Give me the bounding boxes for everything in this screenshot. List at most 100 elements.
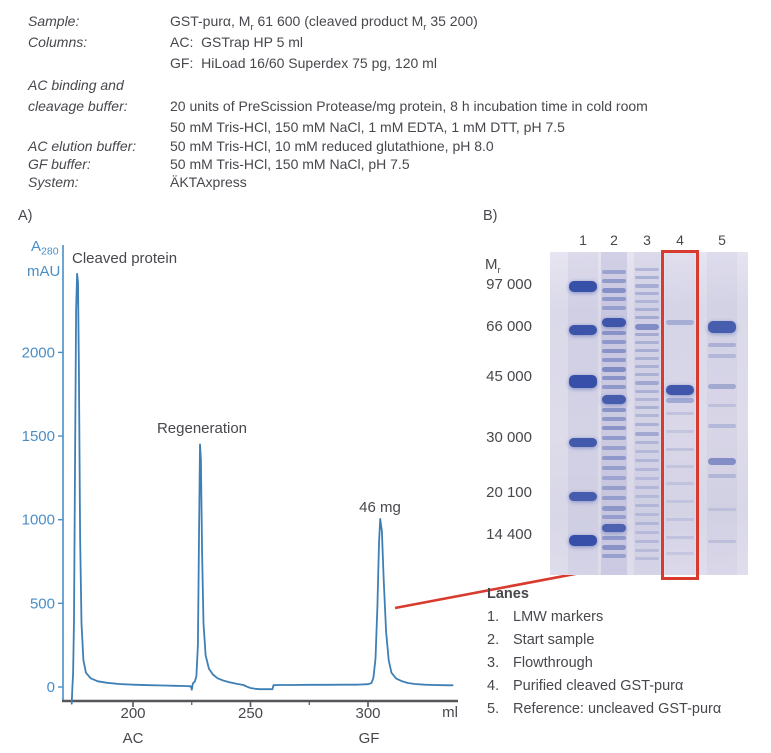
gel-band — [708, 343, 736, 347]
gel-band — [666, 430, 694, 433]
gel-band — [602, 524, 626, 532]
gel-band — [602, 456, 626, 460]
gel-band — [635, 284, 659, 288]
gel-band — [569, 281, 597, 292]
legend-item-text: Flowthrough — [513, 655, 593, 671]
gel-band — [635, 276, 659, 279]
legend-item-number: 5. — [487, 701, 500, 717]
legend-item: 3. Flowthrough — [487, 652, 767, 675]
mr-marker-label: 30 000 — [486, 429, 532, 446]
mr-marker-label: 97 000 — [486, 276, 532, 293]
gel-band — [602, 408, 626, 412]
mr-title-sub: r — [497, 265, 501, 276]
gel-band — [635, 477, 659, 480]
field-value: 50 mM Tris-HCl, 150 mM NaCl, pH 7.5 — [170, 156, 410, 172]
chromatogram-curve — [70, 272, 454, 705]
gel-band — [635, 504, 659, 507]
gel-lane-number-5: 5 — [718, 232, 726, 248]
gel-band — [666, 465, 694, 468]
legend-title: Lanes — [487, 586, 529, 602]
gel-band — [602, 279, 626, 283]
gel-band — [708, 424, 736, 428]
gel-band — [602, 536, 626, 540]
gel-band — [602, 331, 626, 335]
gel-band — [708, 384, 736, 389]
y-axis-unit-label: mAU — [27, 263, 60, 280]
gel-band — [635, 486, 659, 489]
field-label: Sample: — [28, 13, 80, 29]
y-axis-label-a280: A280 — [31, 238, 59, 258]
gel-band — [635, 308, 659, 311]
gel-band — [635, 540, 659, 543]
chromatogram-curve-group — [70, 272, 454, 705]
legend-item-number: 4. — [487, 678, 500, 694]
field-value: 50 mM Tris-HCl, 10 mM reduced glutathion… — [170, 138, 494, 154]
gel-lane-3 — [634, 252, 660, 575]
gel-band — [635, 495, 659, 498]
gel-band — [635, 459, 659, 462]
gel-band — [708, 354, 736, 358]
mr-title-main: M — [485, 256, 498, 273]
y-axis-tick-label: 500 — [30, 595, 55, 612]
gel-band — [602, 340, 626, 344]
gel-band — [602, 466, 626, 470]
gel-band — [602, 297, 626, 301]
gel-band — [602, 376, 626, 380]
gel-band — [666, 398, 694, 403]
mr-column-title: Mr — [485, 256, 501, 276]
gel-lane-5 — [707, 252, 737, 575]
mr-marker-label: 20 100 — [486, 484, 532, 501]
field-label: Columns: — [28, 34, 88, 50]
y-axis-label-main: A — [31, 238, 41, 255]
legend-item-text: Reference: uncleaved GST-purα — [513, 701, 722, 717]
gel-band — [635, 373, 659, 376]
legend-item-text: Start sample — [513, 632, 595, 648]
y-axis-tick-label: 0 — [47, 679, 55, 696]
gel-band — [602, 385, 626, 389]
info-row-system: System: ÄKTAxpress — [0, 173, 771, 192]
gel-band — [635, 406, 659, 409]
gel-band — [602, 358, 626, 362]
phase-label-gf: GF — [359, 730, 380, 747]
gel-band — [602, 554, 626, 558]
mr-marker-label: 66 000 — [486, 318, 532, 335]
gel-band — [708, 540, 736, 543]
legend-item-number: 1. — [487, 609, 500, 625]
field-label: AC elution buffer: — [28, 138, 137, 154]
gel-band — [635, 341, 659, 344]
gel-band — [635, 441, 659, 444]
field-value: 50 mM Tris-HCl, 150 mM NaCl, 1 mM EDTA, … — [170, 119, 565, 135]
legend-item: 5. Reference: uncleaved GST-purα — [487, 698, 767, 721]
gel-band — [602, 395, 626, 404]
gel-band — [635, 268, 659, 271]
gel-band — [602, 288, 626, 293]
gel-band — [635, 300, 659, 303]
gel-band — [666, 518, 694, 521]
gel-band — [602, 446, 626, 450]
peak-annotation-regeneration: Regeneration — [157, 420, 247, 437]
gel-band — [602, 486, 626, 490]
gel-band — [708, 474, 736, 478]
gel-lane-2 — [601, 252, 627, 575]
gel-band — [602, 545, 626, 550]
y-axis-tick-label: 1000 — [22, 512, 55, 529]
gel-band — [602, 436, 626, 440]
axis-ticks: 200 250 300 0 500 1000 1500 2000 — [22, 344, 381, 722]
gel-band — [635, 450, 659, 453]
legend-item: 1. LMW markers — [487, 606, 767, 629]
legend-item-text: Purified cleaved GST-purα — [513, 678, 684, 694]
gel-band — [635, 522, 659, 525]
gel-band — [666, 385, 694, 395]
gel-band — [635, 357, 659, 360]
gel-band — [666, 500, 694, 503]
gel-band — [635, 390, 659, 393]
gel-band — [635, 531, 659, 534]
gel-band — [635, 414, 659, 417]
y-axis-tick-label: 2000 — [22, 344, 55, 361]
gel-band — [708, 404, 736, 407]
y-axis-tick-label: 1500 — [22, 428, 55, 445]
mr-marker-label: 14 400 — [486, 526, 532, 543]
legend-item-number: 2. — [487, 632, 500, 648]
field-value: GF: HiLoad 16/60 Superdex 75 pg, 120 ml — [170, 55, 437, 71]
x-axis-unit-label: ml — [442, 704, 458, 721]
